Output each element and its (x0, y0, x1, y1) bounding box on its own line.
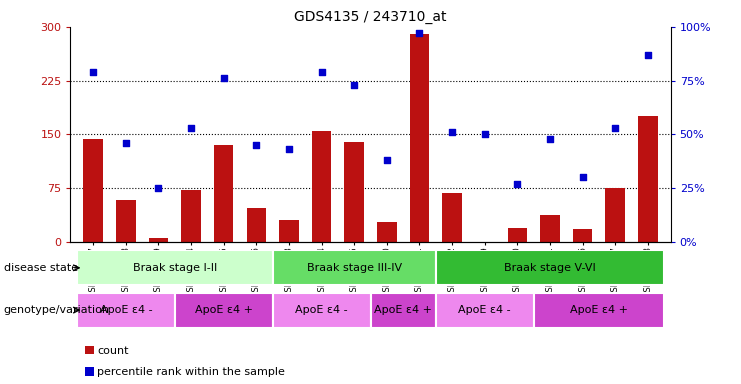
Bar (377, 222, 396, 242)
Point (576, 174, 588, 180)
Bar (279, 220, 299, 242)
Text: percentile rank within the sample: percentile rank within the sample (97, 367, 285, 377)
Text: ApoE ε4 +: ApoE ε4 + (374, 305, 432, 315)
Bar (247, 207, 266, 242)
Point (446, 129, 458, 135)
Text: ApoE ε4 -: ApoE ε4 - (459, 305, 511, 315)
Point (642, 52, 654, 58)
Point (185, 125, 197, 131)
Point (609, 125, 621, 131)
Bar (508, 228, 527, 242)
Text: count: count (97, 346, 129, 356)
Bar (573, 229, 592, 242)
Point (511, 181, 523, 187)
Bar (77, 250, 273, 285)
Point (218, 75, 230, 81)
Bar (84, 139, 103, 242)
Point (544, 136, 556, 142)
Point (316, 69, 328, 75)
Text: Braak stage III-IV: Braak stage III-IV (307, 263, 402, 273)
Bar (436, 293, 534, 328)
Bar (175, 293, 273, 328)
Bar (638, 116, 657, 242)
Bar (214, 145, 233, 242)
Point (348, 82, 360, 88)
Bar (182, 190, 201, 242)
Bar (312, 131, 331, 242)
Bar (605, 188, 625, 242)
Bar (149, 238, 168, 242)
Bar (410, 34, 429, 242)
Point (381, 157, 393, 163)
Point (479, 131, 491, 137)
Text: genotype/variation: genotype/variation (4, 305, 110, 315)
Point (250, 142, 262, 148)
Bar (345, 142, 364, 242)
Point (283, 146, 295, 152)
Bar (370, 293, 436, 328)
Bar (436, 250, 664, 285)
Text: ApoE ε4 -: ApoE ε4 - (99, 305, 152, 315)
Bar (273, 250, 436, 285)
Text: disease state: disease state (4, 263, 78, 273)
Point (87, 69, 99, 75)
Text: ApoE ε4 +: ApoE ε4 + (570, 305, 628, 315)
Text: Braak stage V-VI: Braak stage V-VI (504, 263, 596, 273)
Title: GDS4135 / 243710_at: GDS4135 / 243710_at (294, 10, 447, 25)
Bar (442, 193, 462, 242)
Point (120, 140, 132, 146)
Bar (273, 293, 370, 328)
Bar (540, 215, 559, 242)
Text: ApoE ε4 -: ApoE ε4 - (295, 305, 348, 315)
Bar (534, 293, 664, 328)
Point (153, 185, 165, 191)
Point (413, 30, 425, 36)
Text: Braak stage I-II: Braak stage I-II (133, 263, 217, 273)
Bar (116, 200, 136, 242)
Text: ApoE ε4 +: ApoE ε4 + (195, 305, 253, 315)
Bar (77, 293, 175, 328)
